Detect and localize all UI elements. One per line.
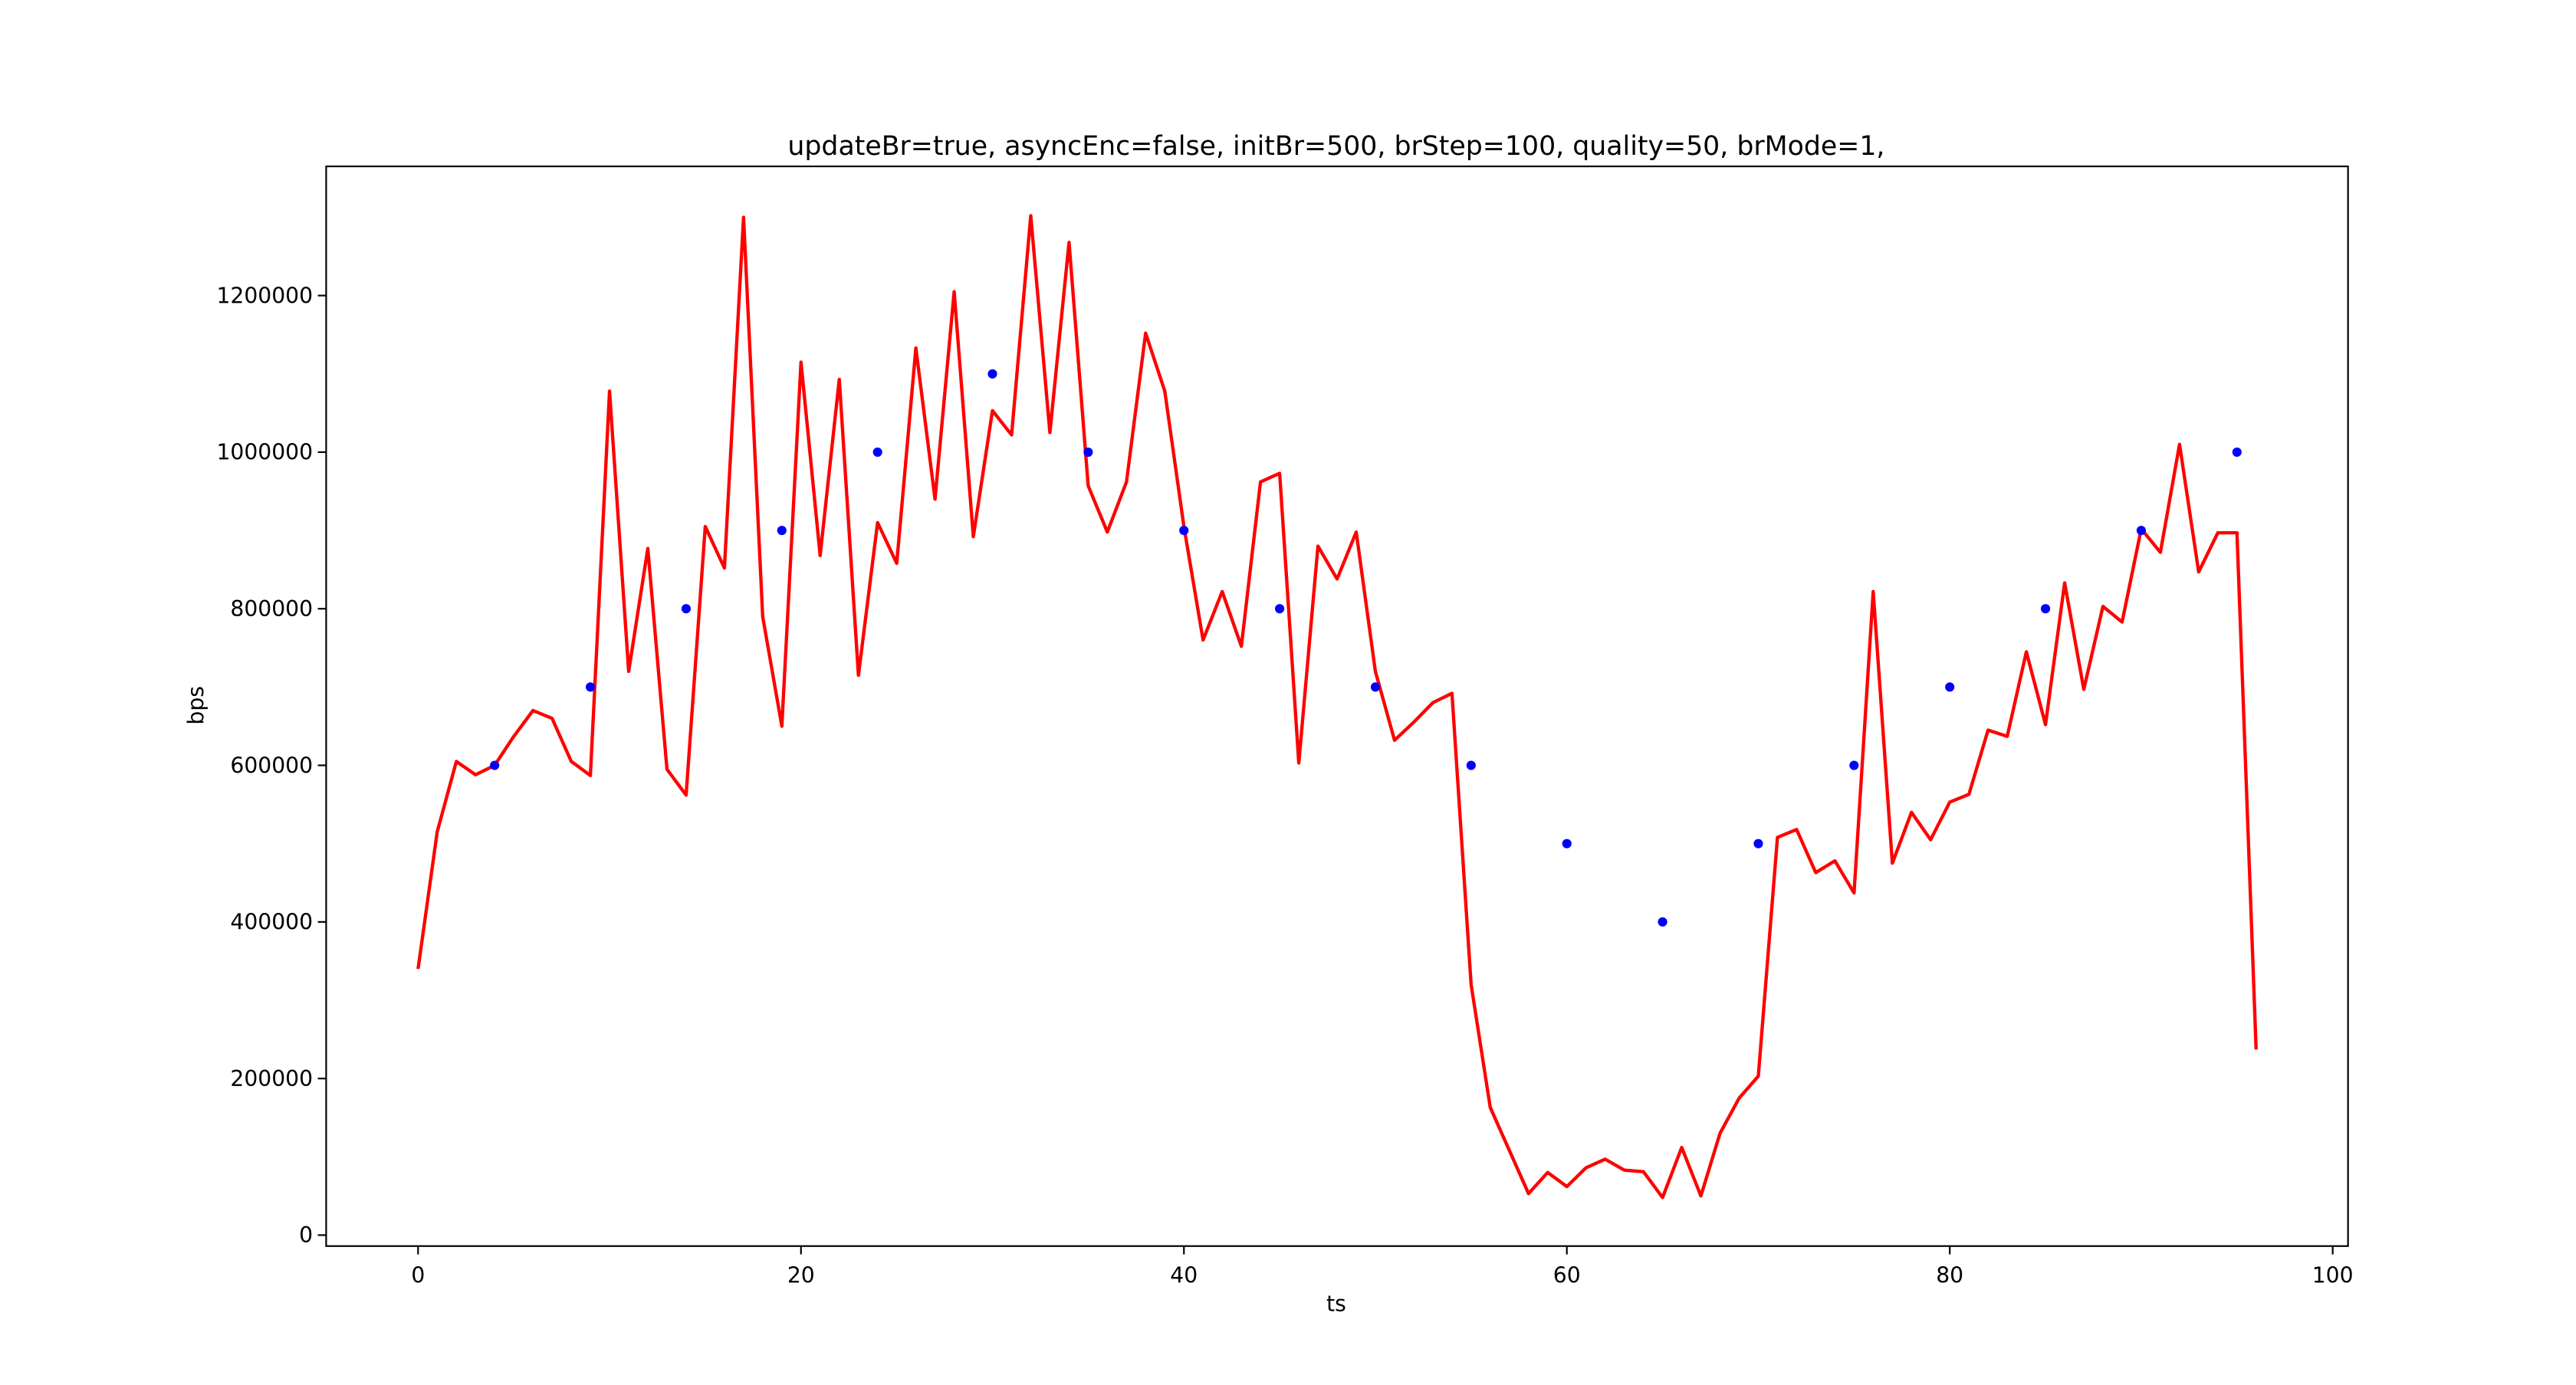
x-axis-label: ts <box>1326 1291 1346 1316</box>
y-tick-label: 200000 <box>230 1066 313 1091</box>
scatter-point <box>585 682 596 692</box>
scatter-point <box>2040 604 2051 614</box>
scatter-point <box>1562 839 1572 848</box>
scatter-point <box>681 604 692 614</box>
plot-area <box>416 214 2258 1200</box>
y-tick-label: 1200000 <box>216 283 313 308</box>
scatter-point <box>1753 839 1763 848</box>
x-tick-label: 60 <box>1553 1263 1581 1288</box>
y-axis-label: bps <box>183 686 209 725</box>
x-tick-label: 40 <box>1170 1263 1198 1288</box>
scatter-point <box>1658 917 1668 927</box>
line-series <box>416 214 2258 1200</box>
x-tick-label: 100 <box>2312 1263 2354 1288</box>
y-tick-label: 1000000 <box>216 440 313 465</box>
chart-title: updateBr=true, asyncEnc=false, initBr=50… <box>787 131 1884 162</box>
x-tick-label: 0 <box>411 1263 425 1288</box>
scatter-point <box>2136 525 2146 536</box>
scatter-point <box>1466 760 1476 770</box>
y-tick-label: 400000 <box>230 910 313 935</box>
scatter-point <box>1849 760 1859 770</box>
scatter-point <box>490 760 500 770</box>
scatter-point <box>1275 604 1285 614</box>
scatter-point <box>1370 682 1381 692</box>
scatter-point <box>987 369 997 379</box>
y-tick-label: 600000 <box>230 753 313 778</box>
scatter-point <box>1179 525 1189 536</box>
scatter-point <box>2232 447 2242 457</box>
y-tick-label: 800000 <box>230 596 313 622</box>
scatter-point <box>1083 447 1093 457</box>
axes-frame <box>325 165 2349 1247</box>
x-tick-label: 80 <box>1936 1263 1963 1288</box>
y-tick-label: 0 <box>299 1223 313 1248</box>
x-tick-label: 20 <box>787 1263 815 1288</box>
scatter-point <box>1945 682 1955 692</box>
scatter-point <box>872 447 882 457</box>
scatter-point <box>777 525 787 536</box>
